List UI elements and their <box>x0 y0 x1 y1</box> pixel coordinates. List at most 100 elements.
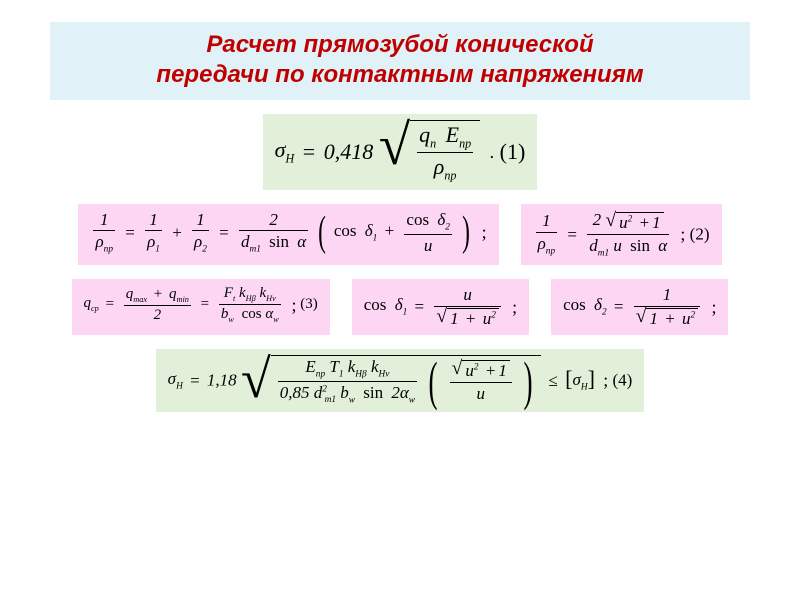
cosd2-punct: ; <box>707 297 716 317</box>
row-eq1: σH = 0,418 √ qn Eпр ρпр <box>50 114 750 190</box>
eq1-coef: 0,418 <box>324 139 374 164</box>
cosd2-s: 2 <box>602 307 607 317</box>
eq1-rho-sub: пр <box>444 169 456 183</box>
eq4-b: b <box>340 383 349 402</box>
eq3: qcp = qmax + qmin 2 = Ft kHβ kHv <box>84 296 318 312</box>
eq3-F: F <box>224 285 233 301</box>
eq-rho-r2d: ρ <box>194 232 202 251</box>
row-2: 1 ρпр = 1 ρ1 + 1 ρ2 = 2 dm1 <box>50 204 750 265</box>
eq1-sub: H <box>286 151 295 165</box>
eq-cosd2-card: cos δ2 = 1 √ 1 + u2 <box>551 279 728 335</box>
eq2-num: (2) <box>690 225 710 244</box>
eq4-bs: w <box>349 395 355 405</box>
cosd1-n: u <box>434 285 501 307</box>
eq-rho-lhs-rho: ρ <box>95 232 103 251</box>
eq-cosd1-card: cos δ1 = u √ 1 + u2 <box>352 279 529 335</box>
eq3-card: qcp = qmax + qmin 2 = Ft kHβ kHv <box>72 279 330 335</box>
eq3-k1: k <box>239 285 246 301</box>
eq4-card: σH = 1,18 √ Eпр T1 kHβ kHv <box>156 349 645 412</box>
eq2-ds: m1 <box>598 248 609 258</box>
eq3-punct: ; <box>288 295 297 315</box>
eq3-qmaxs: max <box>133 295 147 304</box>
title-line-2: передачи по контактным напряжениям <box>156 61 643 88</box>
eq1-card: σH = 0,418 √ qn Eпр ρпр <box>263 114 538 190</box>
eq1-q: q <box>419 122 430 147</box>
eq1-punct: . <box>486 142 495 162</box>
eq2-card: 1 ρпр = 2 √ u2 +1 <box>521 204 722 265</box>
eq4-k2: k <box>371 357 379 376</box>
eq3-k1s: Hβ <box>246 294 256 303</box>
eq2-sq: 2 <box>628 215 633 225</box>
eq4-k1s: Hβ <box>355 369 366 379</box>
eq4-rss: H <box>581 382 588 392</box>
eq-rho-d2s: 2 <box>445 222 450 232</box>
cosd1-sq: 2 <box>491 311 496 321</box>
eq-rho-cos1: cos <box>334 221 357 240</box>
eq4-pu: u <box>465 361 474 380</box>
cosd1-u: u <box>483 309 492 328</box>
eq4-punct: ; <box>599 370 608 390</box>
eq4-T: T <box>329 357 338 376</box>
eq2-2: 2 <box>593 210 602 229</box>
eq3-k2s: Hv <box>266 294 276 303</box>
eq-rho-u: u <box>404 235 452 256</box>
eq4-ss: H <box>176 381 183 391</box>
eq-rho-r1s: 1 <box>155 245 160 255</box>
cosd2-u: u <box>682 309 691 328</box>
eq2-d: d <box>589 236 598 255</box>
eq4-p1: 1 <box>498 361 507 380</box>
eq1-num: (1) <box>500 139 526 164</box>
eq3-qs: cp <box>91 304 99 313</box>
cosd2-sq: 2 <box>691 311 696 321</box>
eq3-2: 2 <box>124 306 191 324</box>
row-3: qcp = qmax + qmin 2 = Ft kHβ kHv <box>50 279 750 335</box>
title-text: Расчет прямозубой конической передачи по… <box>60 30 740 90</box>
cosd2-n: 1 <box>634 285 701 307</box>
eq4-coef: 1,18 <box>207 371 237 390</box>
eq2-ls: пр <box>546 246 555 256</box>
eq2-sin: sin <box>630 236 650 255</box>
eq-rho-sin: sin <box>269 232 289 251</box>
eq-cosd1: cos δ1 = u √ 1 + u2 <box>364 296 517 315</box>
cosd2-d: δ <box>594 295 602 314</box>
eq-rho-punct: ; <box>478 222 487 242</box>
eq3-Fs: t <box>233 294 235 303</box>
cosd2-1: 1 <box>649 309 658 328</box>
eq4-leq: ≤ <box>546 371 561 390</box>
cosd1-1: 1 <box>450 309 459 328</box>
eq1: σH = 0,418 √ qn Eпр ρпр <box>275 137 526 162</box>
row-4: σH = 1,18 √ Eпр T1 kHβ kHv <box>50 349 750 412</box>
eq-rho-lhs-sub: пр <box>104 245 113 255</box>
eq2-p1: 1 <box>652 213 661 232</box>
eq4-Ts: 1 <box>339 369 344 379</box>
title-box: Расчет прямозубой конической передачи по… <box>50 22 750 100</box>
eq4-085: 0,85 <box>280 383 310 402</box>
eq-rho-r1n: 1 <box>145 210 162 232</box>
eq-rho-lhs-num: 1 <box>93 210 115 232</box>
eq4-d: d <box>314 383 323 402</box>
eq4-k2s: Hv <box>379 369 390 379</box>
eq3-q: q <box>84 295 92 311</box>
eq-rho-r2n: 1 <box>192 210 209 232</box>
eq4-num: (4) <box>613 371 633 390</box>
eq1-rho: ρ <box>434 154 445 179</box>
eq-rho-cos2: cos <box>406 210 429 229</box>
cosd1-cos: cos <box>364 295 387 314</box>
eq-cosd2: cos δ2 = 1 √ 1 + u2 <box>563 296 716 315</box>
eq2-du: u <box>613 236 622 255</box>
eq3-qmins: min <box>177 295 189 304</box>
cosd1-punct: ; <box>508 297 517 317</box>
eq4-aws: w <box>409 395 415 405</box>
eq1-sqrt: √ qn Eпр ρпр <box>379 120 480 184</box>
eq1-q-sub: n <box>430 136 436 150</box>
eq4-ds: m1 <box>325 395 336 405</box>
eq4-sqrt: √ Eпр T1 kHβ kHv 0,85 d2m1 <box>241 355 541 406</box>
slide: Расчет прямозубой конической передачи по… <box>0 0 800 600</box>
eq1-E: E <box>446 122 459 147</box>
eq-rho-d1s: 1 <box>373 234 378 244</box>
eq3-qmin: q <box>169 286 177 302</box>
eq2-ld: ρ <box>538 234 546 253</box>
eq1-sigma: σ <box>275 137 286 162</box>
eq1-E-sub: пр <box>459 136 471 150</box>
cosd1-d: δ <box>395 295 403 314</box>
